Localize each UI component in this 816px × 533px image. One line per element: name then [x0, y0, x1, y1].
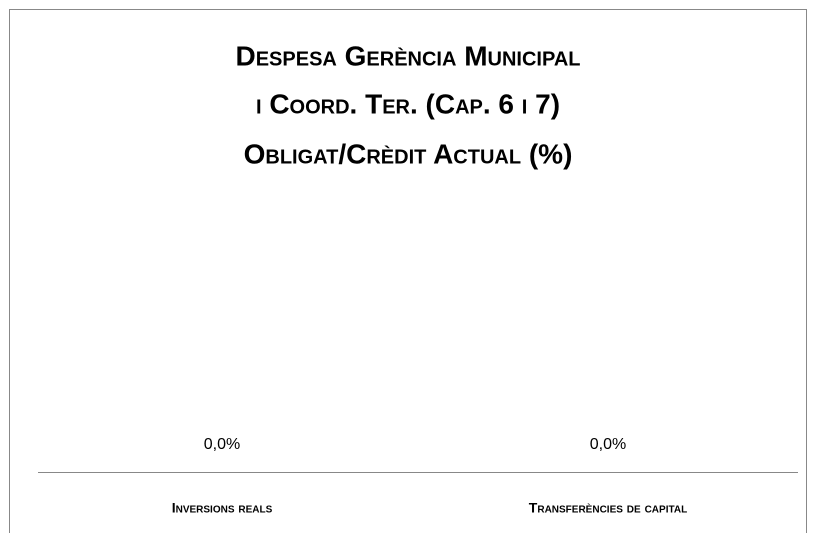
x-tick-label: Inversions reals [172, 500, 273, 516]
x-tick-label: Transferències de capital [529, 500, 687, 516]
chart-title: Obligat/Crèdit Actual (%) [244, 138, 573, 169]
value-label: 0,0% [204, 436, 240, 453]
chart-title: Despesa Gerència Municipal [236, 40, 581, 71]
chart-title: i Coord. Ter. (Cap. 6 i 7) [256, 88, 560, 119]
value-label: 0,0% [590, 436, 626, 453]
chart-frame [9, 9, 807, 533]
